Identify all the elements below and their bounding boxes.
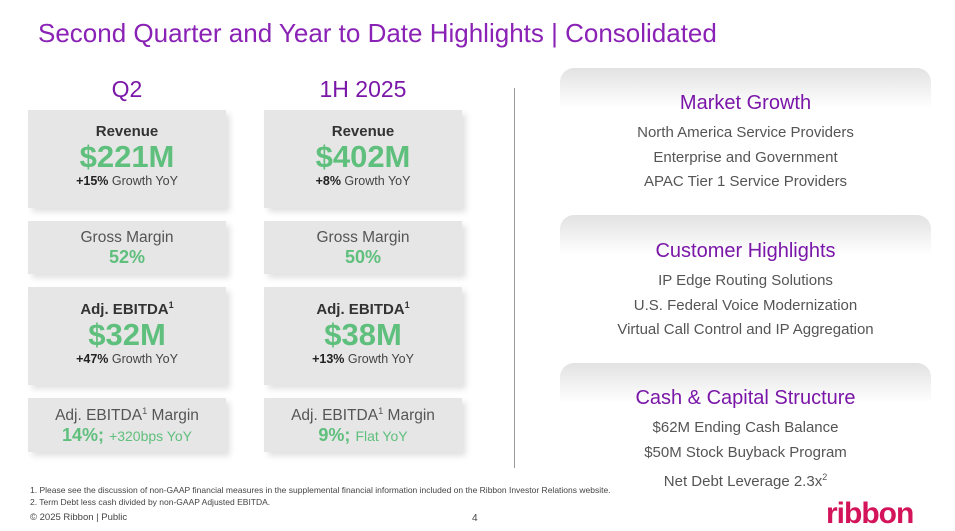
revenue-value: $402M	[315, 139, 411, 174]
footnote-2: 2. Term Debt less cash divided by non-GA…	[30, 497, 271, 507]
revenue-label: Revenue	[95, 123, 159, 140]
ebitda-margin-card: Adj. EBITDA1 Margin 9%; Flat YoY	[264, 398, 462, 452]
panel-heading: Market Growth	[679, 92, 812, 114]
panel-item: IP Edge Routing Solutions	[658, 272, 833, 289]
ebitda-margin-value: 9%; Flat YoY	[318, 425, 408, 446]
panel-item: APAC Tier 1 Service Providers	[643, 173, 848, 190]
revenue-growth: +8% Growth YoY	[315, 174, 411, 189]
footnote-1: 1. Please see the discussion of non-GAAP…	[30, 485, 611, 495]
ebitda-card: Adj. EBITDA1 $38M +13% Growth YoY	[264, 287, 462, 385]
slide-title: Second Quarter and Year to Date Highligh…	[38, 18, 717, 48]
panel-item: $50M Stock Buyback Program	[644, 443, 847, 461]
panel-heading: Customer Highlights	[655, 240, 836, 262]
page-number: 4	[472, 513, 478, 524]
ebitda-value: $38M	[324, 317, 402, 352]
ebitda-growth: +13% Growth YoY	[312, 352, 414, 367]
ebitda-margin-label: Adj. EBITDA1 Margin	[291, 406, 435, 425]
revenue-label: Revenue	[331, 123, 395, 140]
copyright: © 2025 Ribbon | Public	[30, 512, 128, 523]
gross-margin-card: Gross Margin 50%	[264, 221, 462, 274]
ebitda-growth: +47% Growth YoY	[76, 352, 178, 367]
panel-item: U.S. Federal Voice Modernization	[633, 296, 858, 314]
ebitda-value: $32M	[88, 317, 166, 352]
revenue-value: $221M	[79, 139, 175, 174]
gross-margin-card: Gross Margin 52%	[28, 221, 226, 274]
panel-item: Net Debt Leverage 2.3x2	[663, 472, 828, 490]
panel-item: Enterprise and Government	[653, 148, 838, 166]
ebitda-margin-value: 14%; +320bps YoY	[62, 425, 192, 446]
divider	[514, 88, 515, 468]
panel-heading: Cash & Capital Structure	[635, 387, 856, 409]
panel-cash-capital: Cash & Capital Structure $62M Ending Cas…	[560, 363, 931, 493]
column-heading: 1H 2025	[319, 76, 407, 102]
ebitda-label: Adj. EBITDA1	[316, 300, 410, 318]
gross-margin-label: Gross Margin	[80, 229, 174, 246]
ebitda-card: Adj. EBITDA1 $32M +47% Growth YoY	[28, 287, 226, 385]
ribbon-logo: ribbon	[826, 497, 914, 530]
panel-item: North America Service Providers	[637, 124, 854, 141]
revenue-growth: +15% Growth YoY	[76, 174, 178, 189]
panel-item: $62M Ending Cash Balance	[652, 419, 839, 436]
ebitda-margin-label: Adj. EBITDA1 Margin	[55, 406, 199, 425]
panel-item: Virtual Call Control and IP Aggregation	[617, 321, 874, 338]
gross-margin-value: 50%	[344, 247, 382, 267]
panel-market-growth: Market Growth North America Service Prov…	[560, 68, 931, 215]
ebitda-margin-card: Adj. EBITDA1 Margin 14%; +320bps YoY	[28, 398, 226, 452]
gross-margin-label: Gross Margin	[316, 229, 410, 246]
panel-customer-highlights: Customer Highlights IP Edge Routing Solu…	[560, 215, 931, 360]
ebitda-label: Adj. EBITDA1	[80, 300, 174, 318]
revenue-card: Revenue $402M +8% Growth YoY	[264, 110, 462, 208]
gross-margin-value: 52%	[108, 247, 146, 267]
revenue-card: Revenue $221M +15% Growth YoY	[28, 110, 226, 208]
column-heading: Q2	[111, 76, 143, 102]
